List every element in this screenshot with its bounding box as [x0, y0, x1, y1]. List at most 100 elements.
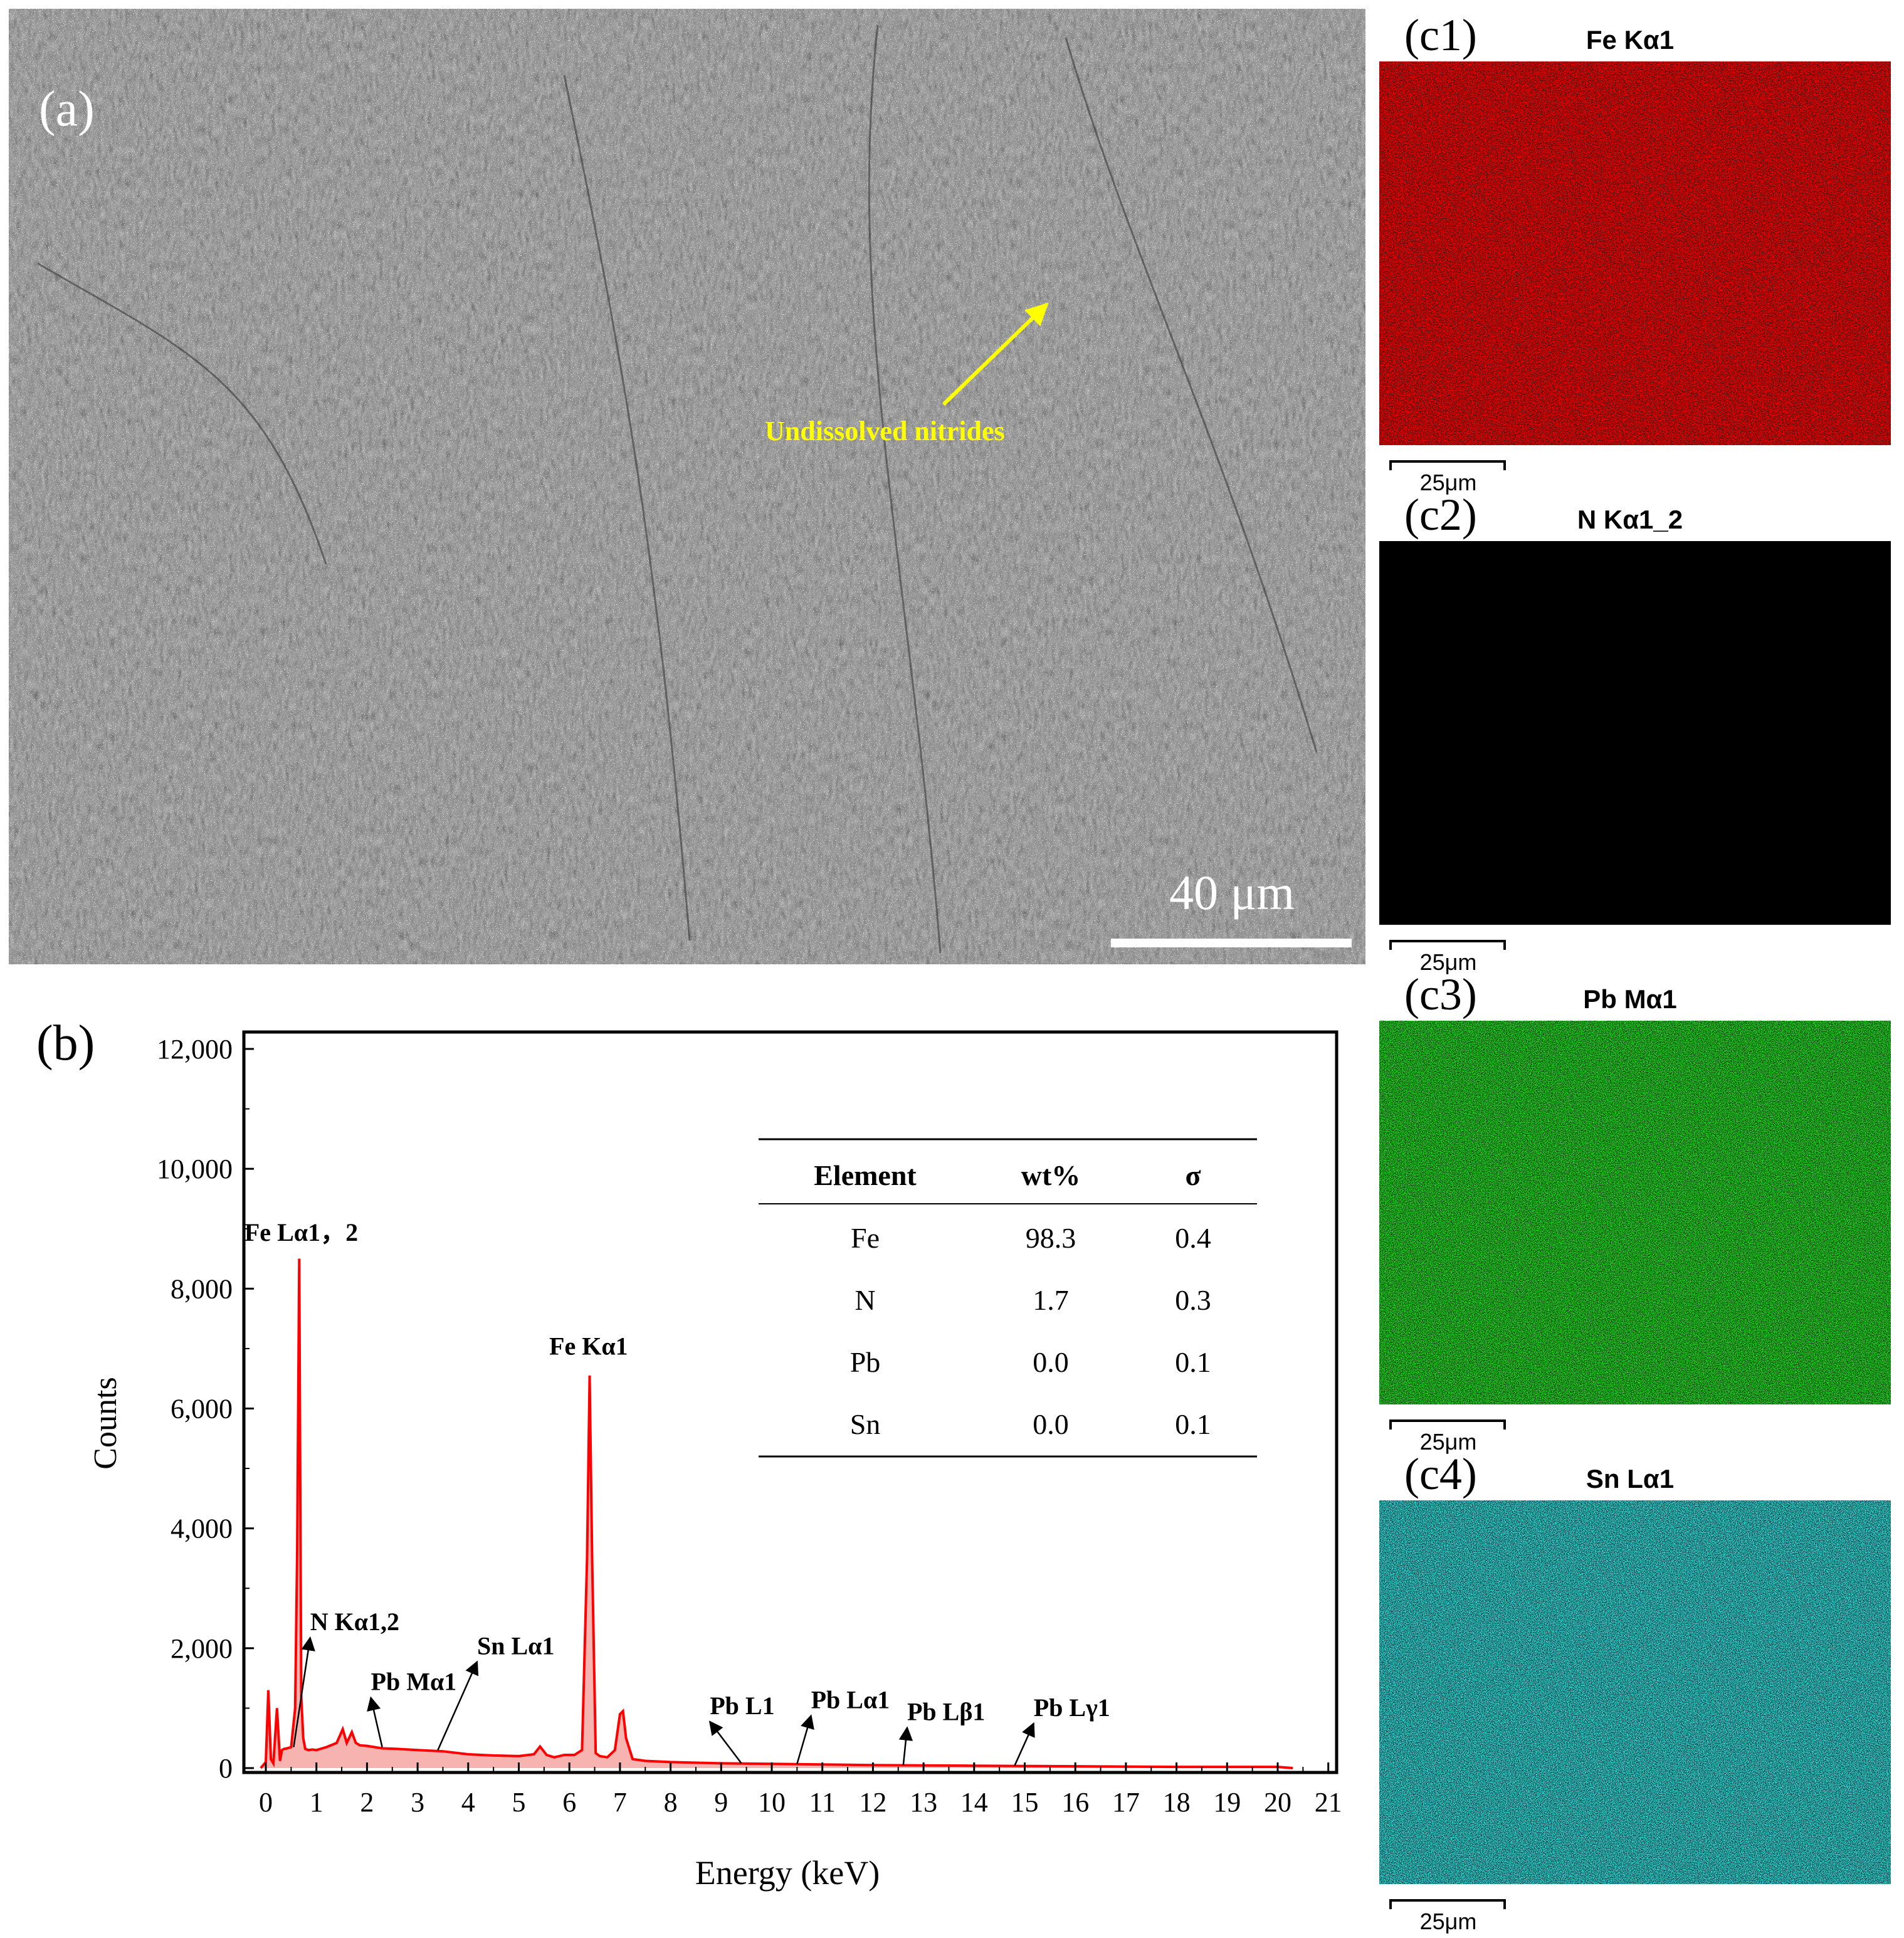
x-tick-label: 9 — [714, 1787, 728, 1818]
x-tick-label: 10 — [758, 1787, 786, 1818]
peak-arrow — [796, 1714, 814, 1764]
sem-micrograph-panel: (a) Undissolved nitrides 40 μm — [9, 9, 1365, 964]
peak-arrow — [367, 1696, 383, 1747]
table-header-cell: wt% — [1021, 1159, 1081, 1191]
x-tick-label: 7 — [613, 1787, 627, 1818]
map-element-title: Pb Mα1 — [1583, 984, 1677, 1014]
table-cell: 0.3 — [1175, 1284, 1211, 1316]
x-tick-label: 0 — [259, 1787, 273, 1818]
table-cell: 98.3 — [1026, 1222, 1076, 1254]
nitride-annotation-arrow — [942, 302, 1049, 406]
elemental-map-panel: (c2) N Kα1_2 25μm — [1379, 490, 1891, 975]
y-tick-label: 6,000 — [171, 1394, 233, 1425]
map-panel-label: (c3) — [1404, 969, 1477, 1019]
peak-arrow — [437, 1660, 479, 1751]
sem-scale-bar-label: 40 μm — [1169, 865, 1295, 920]
x-tick-label: 14 — [960, 1787, 988, 1818]
y-tick-label: 2,000 — [171, 1633, 233, 1664]
peak-arrow — [898, 1726, 913, 1766]
plot-area: 0 1 2 3 4 5 6 7 8 9 10 11 12 13 14 15 16 17 18 19 20 2102,000… — [157, 1030, 1342, 1818]
composition-table: Element wt% σ Fe 98.3 0.4 N 1.7 0.3 Pb 0.0 0.1 Sn 0.0… — [759, 1138, 1257, 1458]
sem-grain-boundaries — [37, 24, 1318, 954]
x-tick-label: 1 — [310, 1787, 323, 1818]
x-tick-label: 17 — [1112, 1787, 1140, 1818]
peak-label: Fe Kα1 — [549, 1332, 628, 1360]
peak-label: Pb Lγ1 — [1034, 1693, 1110, 1722]
map-scale-bar-label: 25μm — [1420, 1909, 1477, 1934]
table-cell: Pb — [850, 1346, 881, 1378]
map-element-title: Fe Kα1 — [1586, 25, 1674, 55]
map-element-title: N Kα1_2 — [1577, 505, 1683, 534]
table-header-cell: σ — [1185, 1159, 1201, 1191]
map-scale-bar-label: 25μm — [1420, 949, 1477, 975]
elemental-map-panel: (c4) Sn Lα1 25μm — [1379, 1449, 1891, 1934]
y-tick-label: 8,000 — [171, 1273, 233, 1304]
table-cell: Fe — [851, 1222, 880, 1254]
peak-arrow — [1014, 1722, 1035, 1766]
map-scale-bar — [1389, 460, 1506, 470]
table-cell: Sn — [850, 1408, 881, 1440]
table-cell: 1.7 — [1033, 1284, 1069, 1316]
x-tick-label: 13 — [910, 1787, 937, 1818]
plot-frame — [242, 1030, 1339, 1774]
y-tick-label: 12,000 — [157, 1034, 233, 1065]
x-tick-label: 4 — [461, 1787, 475, 1818]
peak-labels: Fe Lα1，2 Fe Kα1 N Kα1,2 Pb Mα1 Sn Lα1 Pb L1 Pb… — [245, 1218, 1110, 1766]
x-tick-label: 6 — [562, 1787, 576, 1818]
map-image-texture — [1379, 1021, 1891, 1404]
spectrum-line — [260, 1258, 1293, 1769]
panel-b-label: (b) — [36, 1016, 95, 1071]
x-tick-label: 2 — [360, 1787, 374, 1818]
table-cell: 0.1 — [1175, 1408, 1211, 1440]
eds-spectrum-panel: (b) Counts Energy (keV) 0 1 2 3 4 5 6 7 8 9 10 11 12… — [36, 1016, 1342, 1892]
peak-arrow — [293, 1636, 315, 1747]
x-tick-label: 15 — [1011, 1787, 1039, 1818]
table-cell: N — [855, 1284, 875, 1316]
elemental-map-panel: (c3) Pb Mα1 25μm — [1379, 969, 1891, 1455]
x-axis-label: Energy (keV) — [695, 1854, 880, 1892]
table-cell: 0.1 — [1175, 1346, 1211, 1378]
table-header-cell: Element — [814, 1159, 917, 1191]
map-image-texture — [1379, 1500, 1891, 1884]
x-tick-label: 18 — [1163, 1787, 1191, 1818]
x-tick-label: 3 — [411, 1787, 424, 1818]
map-panel-label: (c2) — [1404, 490, 1477, 540]
peak-label: Pb Mα1 — [371, 1668, 457, 1696]
table-cell: 0.4 — [1175, 1222, 1211, 1254]
table-cell: 0.0 — [1033, 1346, 1069, 1378]
map-image-points — [1379, 541, 1891, 925]
x-tick-label: 12 — [859, 1787, 886, 1818]
elemental-map-panel: (c1) Fe Kα1 25μm — [1379, 10, 1891, 495]
map-scale-bar — [1389, 1899, 1506, 1909]
x-tick-label: 16 — [1061, 1787, 1089, 1818]
peak-label: Pb L1 — [710, 1692, 774, 1720]
table-body: Element wt% σ Fe 98.3 0.4 N 1.7 0.3 Pb 0.0 0.1 Sn 0.0… — [814, 1159, 1211, 1440]
x-tick-label: 8 — [664, 1787, 678, 1818]
x-tick-label: 11 — [809, 1787, 836, 1818]
axis-ticks: 0 1 2 3 4 5 6 7 8 9 10 11 12 13 14 15 16 17 18 19 20 2102,000… — [157, 1034, 1342, 1818]
nitride-annotation-label: Undissolved nitrides — [765, 416, 1005, 446]
peak-label: Fe Lα1，2 — [245, 1218, 358, 1246]
map-scale-bar — [1389, 1419, 1506, 1430]
x-tick-label: 20 — [1264, 1787, 1291, 1818]
table-cell: 0.0 — [1033, 1408, 1069, 1440]
peak-label: Sn Lα1 — [477, 1631, 555, 1660]
map-scale-bar-label: 25μm — [1420, 470, 1477, 495]
x-tick-label: 21 — [1315, 1787, 1342, 1818]
y-tick-label: 4,000 — [171, 1514, 233, 1544]
y-tick-label: 0 — [219, 1753, 233, 1784]
map-panel-label: (c4) — [1404, 1449, 1477, 1499]
peak-arrow — [708, 1720, 742, 1764]
map-element-title: Sn Lα1 — [1586, 1464, 1674, 1493]
x-tick-label: 5 — [512, 1787, 526, 1818]
map-panel-label: (c1) — [1404, 10, 1477, 60]
panel-a-label: (a) — [39, 82, 95, 137]
peak-label: N Kα1,2 — [310, 1608, 399, 1636]
map-image-texture — [1379, 61, 1891, 445]
map-scale-bar — [1389, 940, 1506, 950]
sem-scale-bar — [1111, 939, 1352, 947]
map-scale-bar-label: 25μm — [1420, 1429, 1477, 1455]
